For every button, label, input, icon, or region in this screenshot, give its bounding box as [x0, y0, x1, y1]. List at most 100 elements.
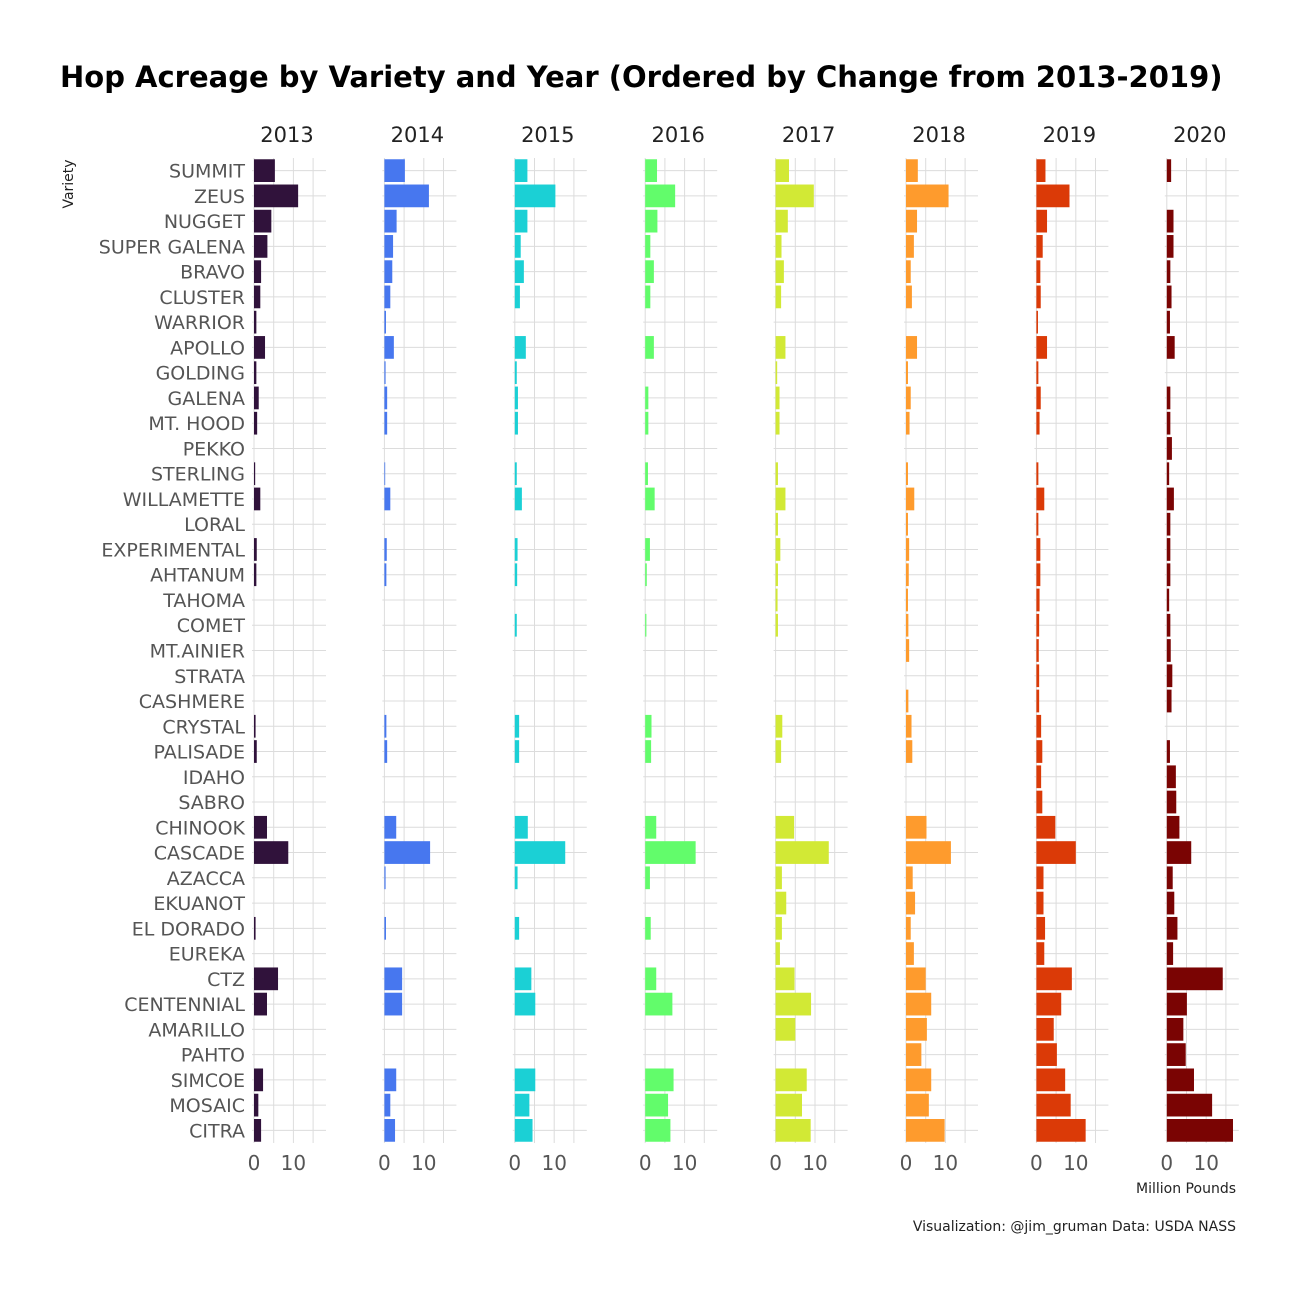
- bar: [384, 1068, 397, 1092]
- bar: [254, 841, 289, 864]
- bar: [906, 714, 912, 738]
- category-label: ZEUS: [194, 186, 245, 208]
- bar: [906, 159, 918, 182]
- bar: [775, 992, 812, 1016]
- category-label: WILLAMETTE: [123, 489, 245, 511]
- category-label: AMARILLO: [148, 1019, 245, 1041]
- bar: [1166, 1068, 1194, 1092]
- bar: [1036, 260, 1041, 284]
- bar: [906, 411, 910, 435]
- bar: [384, 1119, 396, 1142]
- bar: [1036, 235, 1043, 258]
- bar: [645, 184, 676, 208]
- bar: [1166, 841, 1192, 864]
- bar: [645, 386, 649, 410]
- bar: [906, 740, 913, 763]
- bar: [384, 209, 397, 233]
- bar: [775, 866, 782, 890]
- category-label: APOLLO: [170, 337, 245, 359]
- bar: [645, 992, 673, 1016]
- chart-title: Hop Acreage by Variety and Year (Ordered…: [60, 60, 1223, 94]
- bar: [514, 538, 518, 561]
- bar: [254, 992, 268, 1016]
- bar: [1036, 790, 1043, 814]
- bar: [775, 159, 789, 182]
- bar: [645, 538, 650, 561]
- bar: [384, 285, 391, 309]
- bar: [254, 487, 261, 511]
- bar: [254, 815, 268, 839]
- bar: [1166, 310, 1170, 334]
- bar: [384, 967, 403, 991]
- x-tick-label: 10: [1063, 1151, 1088, 1175]
- bar: [775, 942, 780, 965]
- bar: [1166, 815, 1180, 839]
- facet-label: 2014: [391, 123, 444, 147]
- bar: [906, 967, 926, 991]
- bar: [1036, 361, 1039, 385]
- bar: [384, 740, 388, 763]
- category-label: AHTANUM: [150, 565, 245, 587]
- x-tick-label: 10: [281, 1151, 306, 1175]
- bar: [1166, 563, 1171, 587]
- bar: [1036, 664, 1040, 688]
- bar: [906, 487, 915, 511]
- bar: [384, 386, 388, 410]
- bar: [906, 866, 913, 890]
- bar: [1036, 1119, 1086, 1142]
- bar: [645, 260, 654, 284]
- bar: [775, 563, 778, 587]
- x-tick-label: 10: [411, 1151, 436, 1175]
- bar: [514, 1119, 533, 1142]
- bar: [514, 563, 518, 587]
- bar: [775, 336, 786, 359]
- bar: [1036, 891, 1044, 915]
- category-label: GALENA: [167, 388, 245, 410]
- category-label: PEKKO: [183, 438, 245, 460]
- bar: [906, 512, 908, 536]
- bar: [906, 916, 911, 940]
- bar: [1036, 538, 1041, 561]
- category-label: SUMMIT: [169, 161, 245, 183]
- bar: [906, 841, 951, 864]
- bar: [645, 209, 658, 233]
- bar: [906, 992, 932, 1016]
- bar: [514, 462, 517, 486]
- bar: [775, 841, 829, 864]
- category-label: SUPER GALENA: [99, 236, 245, 258]
- bar: [1166, 209, 1174, 233]
- bar: [514, 1068, 536, 1092]
- bar: [1036, 613, 1040, 637]
- bar: [384, 714, 387, 738]
- bar: [1036, 336, 1048, 359]
- x-tick-label: 10: [802, 1151, 827, 1175]
- bar: [1166, 866, 1173, 890]
- bar: [645, 916, 651, 940]
- bar: [906, 942, 914, 965]
- bar: [645, 967, 657, 991]
- bar: [1036, 714, 1042, 738]
- bar: [254, 285, 261, 309]
- category-label: CASHMERE: [139, 691, 245, 713]
- bar: [775, 740, 782, 763]
- category-label: CENTENNIAL: [124, 994, 245, 1016]
- bar: [906, 462, 908, 486]
- bar: [254, 967, 279, 991]
- bar: [1036, 462, 1039, 486]
- bar: [1036, 992, 1062, 1016]
- bar: [254, 310, 257, 334]
- bar: [254, 538, 257, 561]
- bar: [906, 1068, 932, 1092]
- bar: [775, 260, 784, 284]
- category-label: PAHTO: [181, 1045, 245, 1067]
- bar: [645, 159, 658, 182]
- bar: [1166, 1093, 1213, 1117]
- bar: [775, 1017, 796, 1041]
- bar: [514, 260, 524, 284]
- bar: [906, 689, 909, 713]
- bar: [645, 1068, 674, 1092]
- bar: [906, 891, 916, 915]
- x-tick-label: 10: [933, 1151, 958, 1175]
- bar: [645, 487, 655, 511]
- bar: [384, 411, 388, 435]
